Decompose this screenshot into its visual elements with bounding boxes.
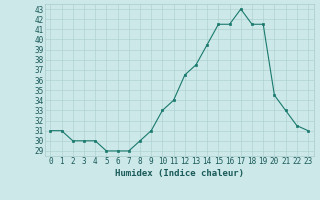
X-axis label: Humidex (Indice chaleur): Humidex (Indice chaleur) xyxy=(115,169,244,178)
